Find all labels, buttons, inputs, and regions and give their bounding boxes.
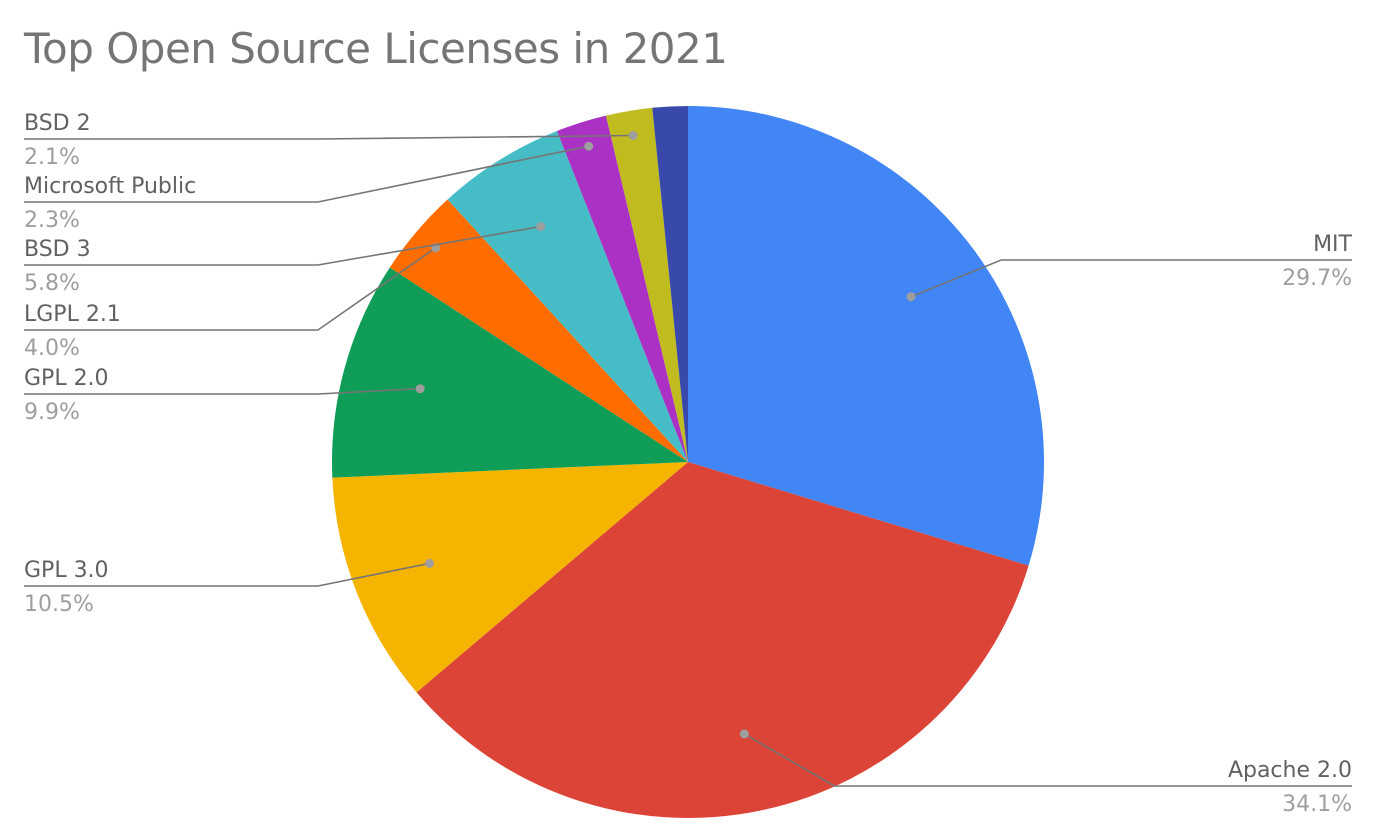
- slice-value-bsd-2: 2.1%: [24, 145, 80, 170]
- leader-line-gpl-3-0: [24, 562, 430, 587]
- slice-value-gpl-2-0: 9.9%: [24, 400, 80, 425]
- leader-lines: [24, 131, 1352, 787]
- leader-dot-bsd-2: [628, 131, 638, 140]
- slice-value-gpl-3-0: 10.5%: [24, 592, 94, 617]
- slice-label-microsoft-public: Microsoft Public: [24, 174, 196, 199]
- slice-mit: [688, 106, 1045, 566]
- leader-line-bsd-2: [24, 134, 634, 140]
- leader-dot-apache-2-0: [739, 729, 749, 739]
- slice-unlabeled-8: [652, 106, 688, 462]
- leader-line-bsd-3: [24, 225, 541, 266]
- leader-dot-gpl-3-0: [425, 558, 434, 568]
- leader-dot-bsd-3: [536, 222, 546, 232]
- slice-labels: MIT 29.7% Apache 2.0 34.1% GPL 3.0 10.5% GPL 2…: [24, 111, 1353, 817]
- slice-label-gpl-3-0: GPL 3.0: [24, 558, 109, 583]
- slice-label-bsd-3: BSD 3: [24, 237, 91, 262]
- slice-gpl-2-0: [331, 267, 688, 478]
- chart-title: Top Open Source Licenses in 2021: [24, 24, 728, 73]
- slice-lgpl-2-1: [389, 199, 688, 462]
- leader-line-lgpl-2-1: [24, 247, 437, 331]
- slice-label-mit: MIT: [1313, 232, 1352, 257]
- slice-label-gpl-2-0: GPL 2.0: [24, 366, 109, 391]
- leader-line-gpl-2-0: [24, 387, 421, 395]
- slice-value-mit: 29.7%: [1282, 266, 1352, 291]
- slice-label-lgpl-2-1: LGPL 2.1: [24, 302, 121, 327]
- slice-label-bsd-2: BSD 2: [24, 111, 91, 136]
- slice-gpl-3-0: [332, 462, 688, 693]
- pie-slices: [331, 106, 1045, 818]
- slice-value-bsd-3: 5.8%: [24, 271, 80, 296]
- slice-apache-2-0: [416, 462, 1029, 818]
- leader-line-microsoft-public: [24, 145, 589, 203]
- slice-bsd-2: [605, 107, 688, 463]
- slice-bsd-3: [447, 131, 688, 462]
- leader-dot-gpl-2-0: [415, 384, 425, 394]
- leader-dot-microsoft-public: [584, 141, 594, 151]
- leader-dot-mit: [906, 292, 916, 302]
- slice-value-microsoft-public: 2.3%: [24, 208, 80, 233]
- slice-label-apache-2-0: Apache 2.0: [1228, 758, 1352, 783]
- slice-value-lgpl-2-1: 4.0%: [24, 336, 80, 361]
- leader-line-mit: [910, 259, 1352, 298]
- slice-microsoft-public: [556, 115, 688, 462]
- leader-line-apache-2-0: [743, 733, 1352, 787]
- slice-value-apache-2-0: 34.1%: [1282, 792, 1352, 817]
